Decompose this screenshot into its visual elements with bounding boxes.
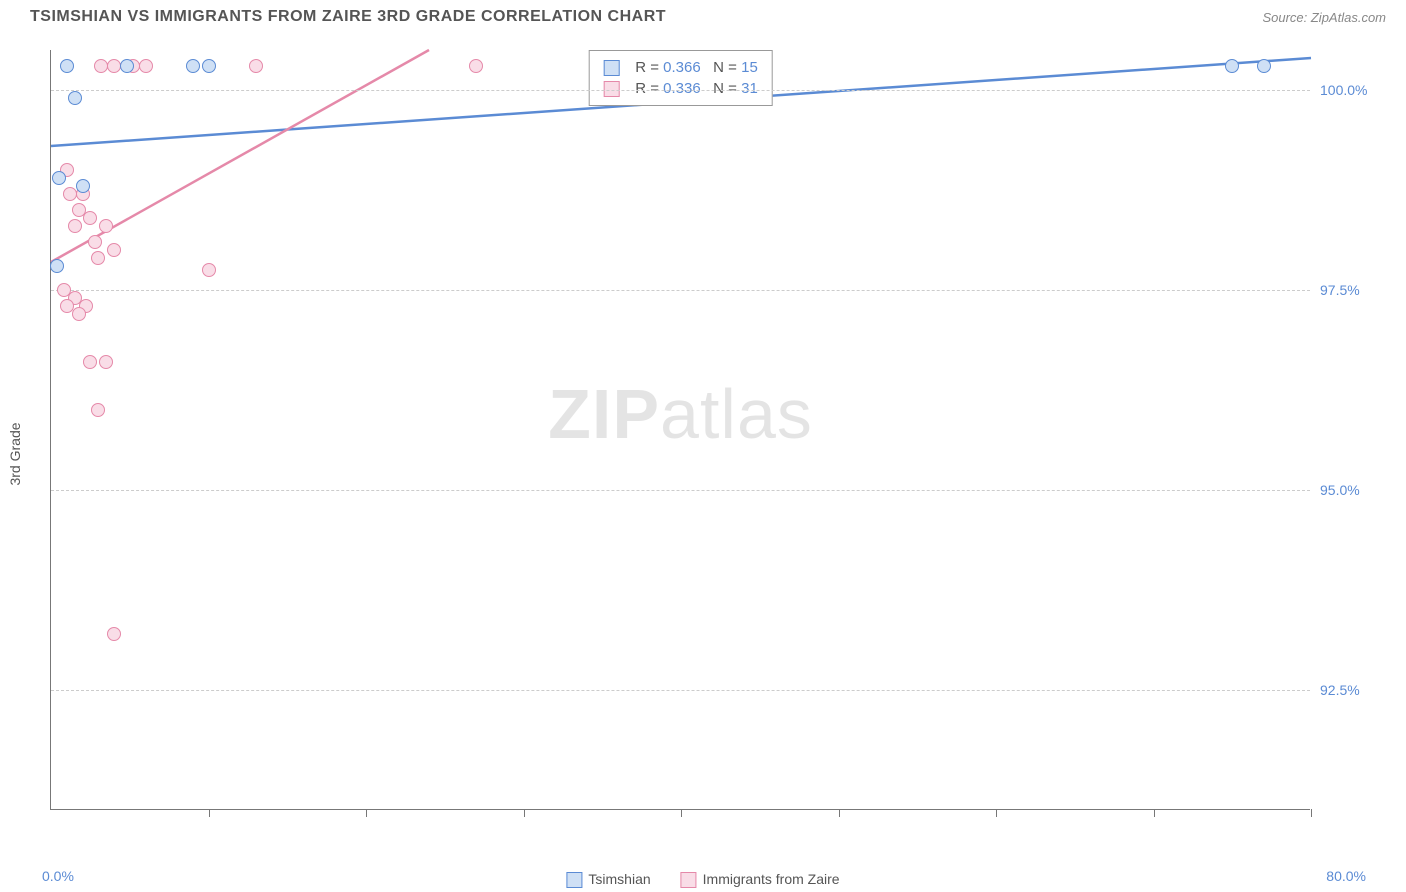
data-point [99,355,113,369]
x-axis-min-label: 0.0% [42,868,74,884]
legend-row-series-1: R = 0.336 N = 31 [603,78,758,99]
data-point [91,403,105,417]
data-point [68,91,82,105]
legend-item-1: Immigrants from Zaire [681,871,840,888]
data-point [68,219,82,233]
x-tick [209,809,210,817]
data-point [88,235,102,249]
data-point [83,211,97,225]
n-value-0: 15 [741,59,758,76]
legend-bottom: Tsimshian Immigrants from Zaire [566,871,839,888]
x-tick [681,809,682,817]
legend-swatch-0 [603,60,619,76]
legend-row-series-0: R = 0.366 N = 15 [603,57,758,78]
data-point [107,627,121,641]
data-point [107,243,121,257]
data-point [63,187,77,201]
title-bar: TSIMSHIAN VS IMMIGRANTS FROM ZAIRE 3RD G… [0,0,1406,30]
x-axis-max-label: 80.0% [1326,868,1366,884]
data-point [83,355,97,369]
data-point [50,259,64,273]
data-point [76,179,90,193]
chart-plot-area: ZIPatlas R = 0.366 N = 15 R = 0.336 N = … [50,50,1310,810]
y-tick-label: 100.0% [1320,82,1380,98]
x-tick [839,809,840,817]
gridline-h [51,90,1310,91]
legend-bottom-label-1: Immigrants from Zaire [703,871,840,887]
data-point [60,59,74,73]
y-tick-label: 95.0% [1320,482,1380,498]
data-point [186,59,200,73]
gridline-h [51,490,1310,491]
data-point [202,59,216,73]
x-tick [366,809,367,817]
data-point [120,59,134,73]
x-tick [1311,809,1312,817]
r-value-1: 0.336 [663,80,701,97]
trend-lines-layer [51,50,1310,809]
source-attribution: Source: ZipAtlas.com [1262,10,1386,25]
data-point [52,171,66,185]
n-value-1: 31 [741,80,758,97]
chart-title: TSIMSHIAN VS IMMIGRANTS FROM ZAIRE 3RD G… [30,8,666,26]
x-tick [996,809,997,817]
data-point [72,307,86,321]
y-tick-label: 92.5% [1320,682,1380,698]
x-tick [1154,809,1155,817]
data-point [1257,59,1271,73]
data-point [249,59,263,73]
gridline-h [51,290,1310,291]
data-point [139,59,153,73]
legend-swatch-1 [603,81,619,97]
legend-bottom-label-0: Tsimshian [588,871,650,887]
data-point [1225,59,1239,73]
y-tick-label: 97.5% [1320,282,1380,298]
r-value-0: 0.366 [663,59,701,76]
data-point [202,263,216,277]
correlation-legend-box: R = 0.366 N = 15 R = 0.336 N = 31 [588,50,773,106]
legend-item-0: Tsimshian [566,871,650,888]
gridline-h [51,690,1310,691]
x-tick [524,809,525,817]
data-point [99,219,113,233]
y-axis-label: 3rd Grade [7,422,23,485]
data-point [469,59,483,73]
legend-bottom-swatch-1 [681,872,697,888]
legend-bottom-swatch-0 [566,872,582,888]
data-point [60,299,74,313]
data-point [91,251,105,265]
